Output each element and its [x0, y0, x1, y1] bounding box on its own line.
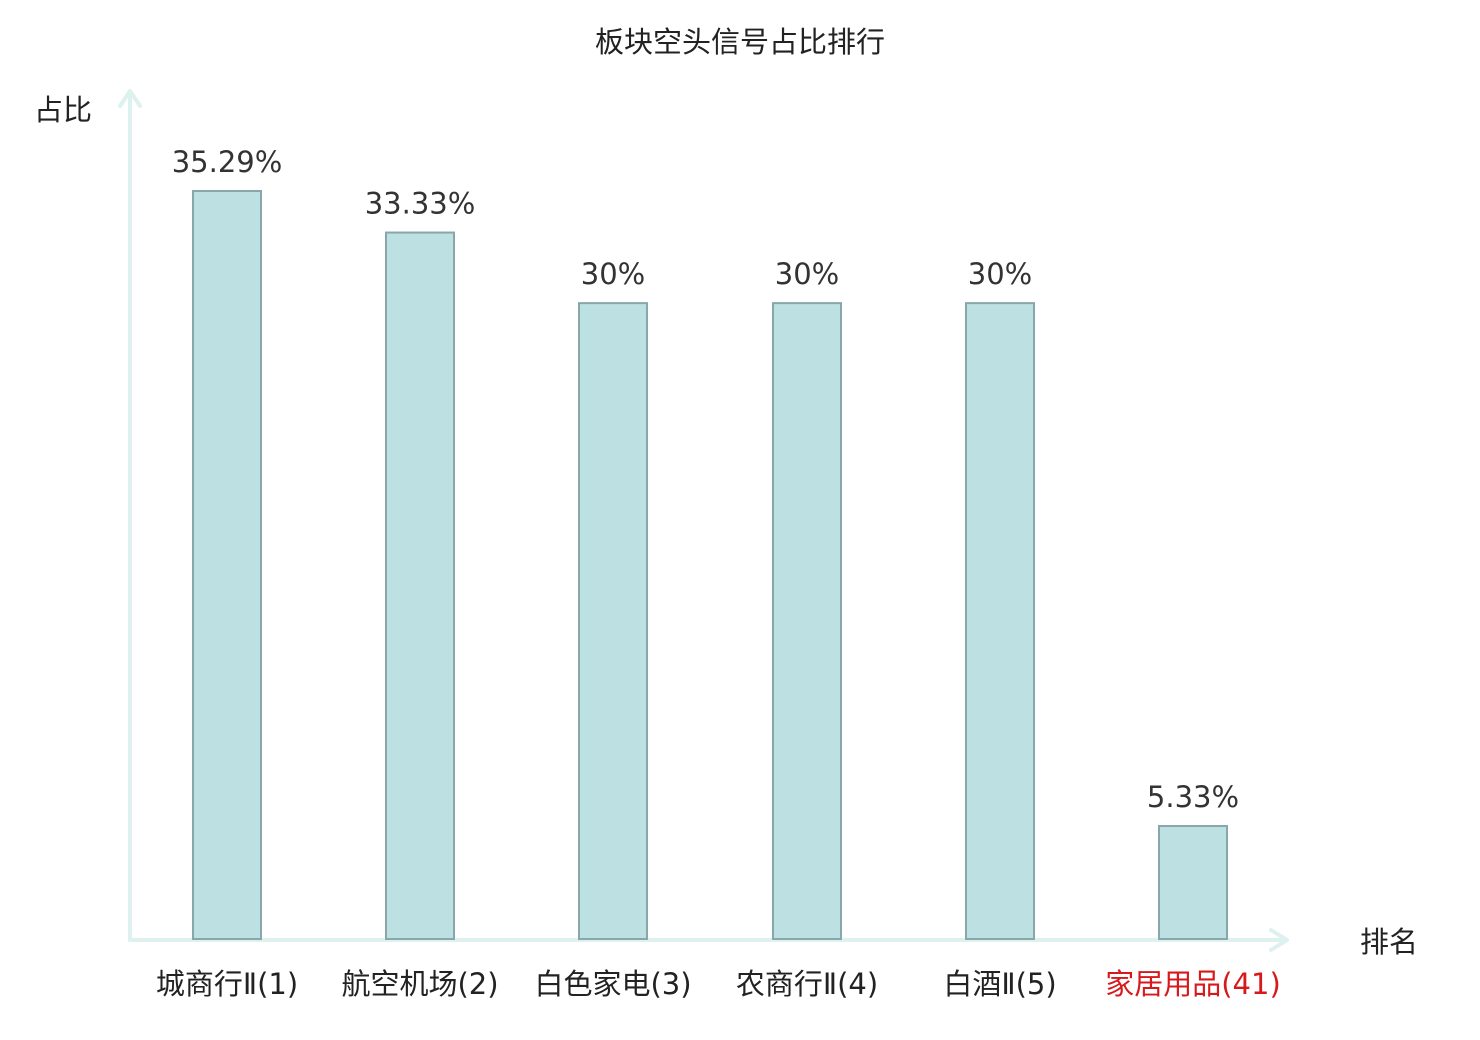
- bar-series: 35.29% 城商行Ⅱ(1) 33.33% 航空机场(2) 30% 白色家电(3) 30% 农…: [156, 145, 1281, 1001]
- y-axis-label: 占比: [34, 93, 92, 127]
- bar-value-label: 30%: [775, 257, 839, 291]
- bar-value-label: 30%: [968, 257, 1032, 291]
- x-axis: [128, 928, 1289, 952]
- bar: [965, 302, 1035, 941]
- category-label: 航空机场(2): [341, 967, 498, 1001]
- bar: [385, 231, 455, 941]
- y-axis-arrowhead: [118, 89, 142, 108]
- bar-value-label: 35.29%: [172, 145, 283, 179]
- y-axis: [118, 89, 142, 942]
- bar: [772, 302, 842, 941]
- bar-value-label: 5.33%: [1147, 780, 1239, 814]
- bar: [192, 190, 262, 940]
- category-label: 家居用品(41): [1105, 967, 1281, 1001]
- bar-value-label: 33.33%: [365, 187, 476, 221]
- x-axis-label: 排名: [1360, 925, 1418, 959]
- chart-title: 板块空头信号占比排行: [595, 25, 885, 59]
- category-label: 白色家电(3): [534, 967, 691, 1001]
- category-label: 农商行Ⅱ(4): [736, 967, 878, 1001]
- bar: [578, 302, 648, 941]
- category-label: 白酒Ⅱ(5): [943, 967, 1056, 1001]
- category-label: 城商行Ⅱ(1): [156, 967, 298, 1001]
- x-axis-arrowhead: [1269, 928, 1289, 952]
- bar-value-label: 30%: [581, 257, 645, 291]
- bar: [1158, 825, 1228, 941]
